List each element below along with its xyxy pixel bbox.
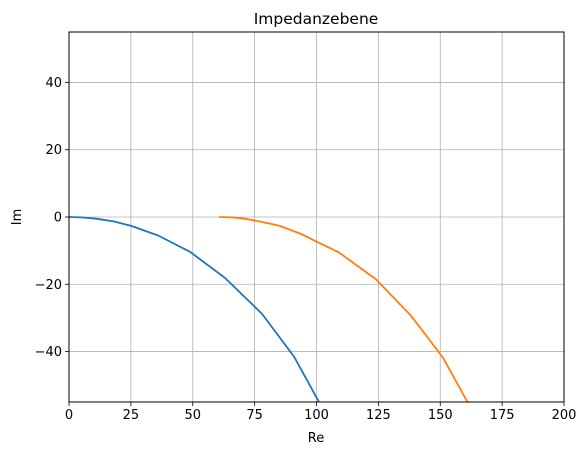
series-line-2 — [219, 216, 469, 402]
x-tick-label: 25 — [123, 408, 140, 423]
x-tick-label: 175 — [490, 408, 515, 423]
x-tick-label: 75 — [246, 408, 263, 423]
y-axis-label: Im — [10, 209, 25, 226]
x-tick-label: 200 — [552, 408, 577, 423]
y-tick-label: 20 — [45, 143, 62, 158]
y-tick-label: 0 — [54, 211, 62, 226]
x-tick-label: 125 — [366, 408, 391, 423]
x-tick-label: 0 — [65, 408, 73, 423]
y-ticks: −40 −20 0 20 40 — [35, 76, 69, 360]
y-tick-label: −40 — [35, 345, 62, 360]
x-tick-label: 50 — [184, 408, 201, 423]
series-layer — [69, 216, 469, 402]
y-tick-label: −20 — [35, 278, 62, 293]
chart-title: Impedanzebene — [254, 10, 379, 28]
x-tick-label: 100 — [304, 408, 329, 423]
x-tick-label: 150 — [428, 408, 453, 423]
grid — [68, 32, 565, 402]
y-tick-label: 40 — [45, 76, 62, 91]
x-axis-label: Re — [308, 431, 324, 446]
x-ticks: 0 25 50 75 100 125 150 175 200 — [65, 402, 577, 423]
series-line-1 — [69, 216, 320, 402]
